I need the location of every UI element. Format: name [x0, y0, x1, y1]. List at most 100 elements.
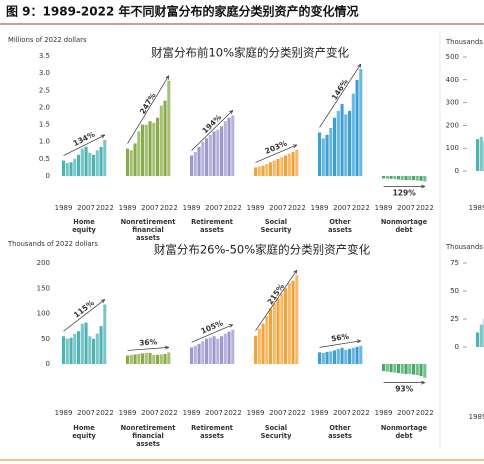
bar — [190, 155, 194, 177]
bar — [355, 80, 359, 177]
bar — [133, 143, 137, 177]
group-label: Home — [73, 424, 95, 432]
bar — [137, 131, 141, 177]
bar — [197, 146, 201, 177]
bar — [382, 364, 386, 372]
bar — [103, 304, 107, 365]
bar — [385, 176, 389, 179]
bar — [156, 117, 160, 177]
bar — [73, 333, 77, 365]
y-tick-label: 3.5 — [39, 52, 50, 60]
x-tick-label: 1989 — [311, 204, 329, 212]
bar — [193, 345, 197, 365]
bar — [99, 326, 103, 365]
arrow-head — [420, 184, 425, 189]
bar — [412, 176, 416, 181]
bar — [205, 138, 209, 177]
arrow-head — [357, 63, 362, 69]
bar — [348, 348, 352, 365]
bar — [167, 352, 171, 365]
bar — [389, 176, 393, 179]
bar — [321, 138, 325, 177]
group-label: Security — [261, 432, 292, 440]
group-label: Social — [265, 424, 287, 432]
bar — [389, 364, 393, 373]
bar — [261, 323, 265, 365]
arrow-head — [165, 75, 170, 80]
bar — [77, 331, 81, 365]
y-tick-label: 300 — [446, 99, 459, 107]
bar — [276, 298, 280, 365]
x-tick-label: 2007 — [77, 409, 95, 417]
y-axis-label: Thousands — [445, 38, 483, 46]
group-label: Nonmortage — [381, 218, 428, 226]
bar — [272, 160, 276, 177]
x-tick-label: 1989 — [469, 204, 484, 212]
change-label: 36% — [139, 337, 158, 347]
bar — [193, 152, 197, 177]
bar — [220, 336, 224, 365]
bar — [92, 338, 96, 365]
bar — [254, 335, 258, 365]
x-tick-label: 2022 — [96, 204, 114, 212]
x-tick-label: 1989 — [183, 409, 201, 417]
bar — [269, 308, 273, 365]
bar — [382, 176, 386, 179]
group-label: Other — [329, 424, 351, 432]
y-tick-label: 0 — [46, 360, 50, 368]
bar — [156, 354, 160, 365]
bar — [336, 348, 340, 365]
bar — [144, 124, 148, 177]
bar — [223, 121, 227, 177]
bar — [129, 150, 133, 177]
y-tick-label: 50 — [450, 287, 459, 295]
bar — [126, 148, 130, 177]
x-tick-label: 1989 — [469, 413, 484, 421]
bar — [216, 129, 220, 177]
bar — [284, 288, 288, 365]
x-tick-label: 2007 — [333, 409, 351, 417]
group-label: assets — [328, 226, 352, 234]
bar — [318, 352, 322, 365]
chart-title: 财富分布26%-50%家庭的分类别资产变化 — [154, 243, 371, 257]
bar — [65, 338, 69, 365]
change-arrow — [63, 299, 106, 332]
change-arrow — [319, 63, 362, 128]
arrow-head — [292, 144, 298, 149]
bar — [144, 352, 148, 365]
x-tick-label: 2022 — [352, 204, 370, 212]
bar — [99, 146, 103, 177]
bar — [355, 346, 359, 365]
y-tick-label: 2.0 — [39, 103, 50, 111]
arrow-head — [420, 380, 425, 385]
bar — [159, 105, 163, 177]
bar — [254, 167, 258, 177]
arrow-head — [100, 299, 106, 304]
bar — [80, 148, 84, 177]
bar — [336, 110, 340, 177]
arrow-head — [164, 345, 169, 350]
change-arrow — [63, 134, 105, 156]
y-tick-label: 1.5 — [39, 121, 50, 129]
group-label: equity — [72, 226, 96, 234]
bar — [287, 283, 291, 365]
x-tick-label: 1989 — [247, 204, 265, 212]
group-label: assets — [200, 226, 224, 234]
group-label: assets — [328, 432, 352, 440]
x-tick-label: 1989 — [119, 204, 137, 212]
bar — [272, 303, 276, 365]
x-tick-label: 2022 — [288, 409, 306, 417]
x-tick-label: 2022 — [224, 204, 242, 212]
x-tick-label: 2007 — [397, 409, 415, 417]
bar — [88, 336, 92, 365]
bar — [205, 338, 209, 365]
arrow-head — [293, 269, 298, 275]
bar — [159, 354, 163, 365]
bar — [227, 117, 231, 177]
bar — [393, 176, 397, 180]
x-tick-label: 2022 — [224, 409, 242, 417]
bar — [340, 104, 344, 177]
bar — [65, 162, 69, 177]
bar — [103, 140, 107, 177]
bar — [212, 131, 216, 177]
